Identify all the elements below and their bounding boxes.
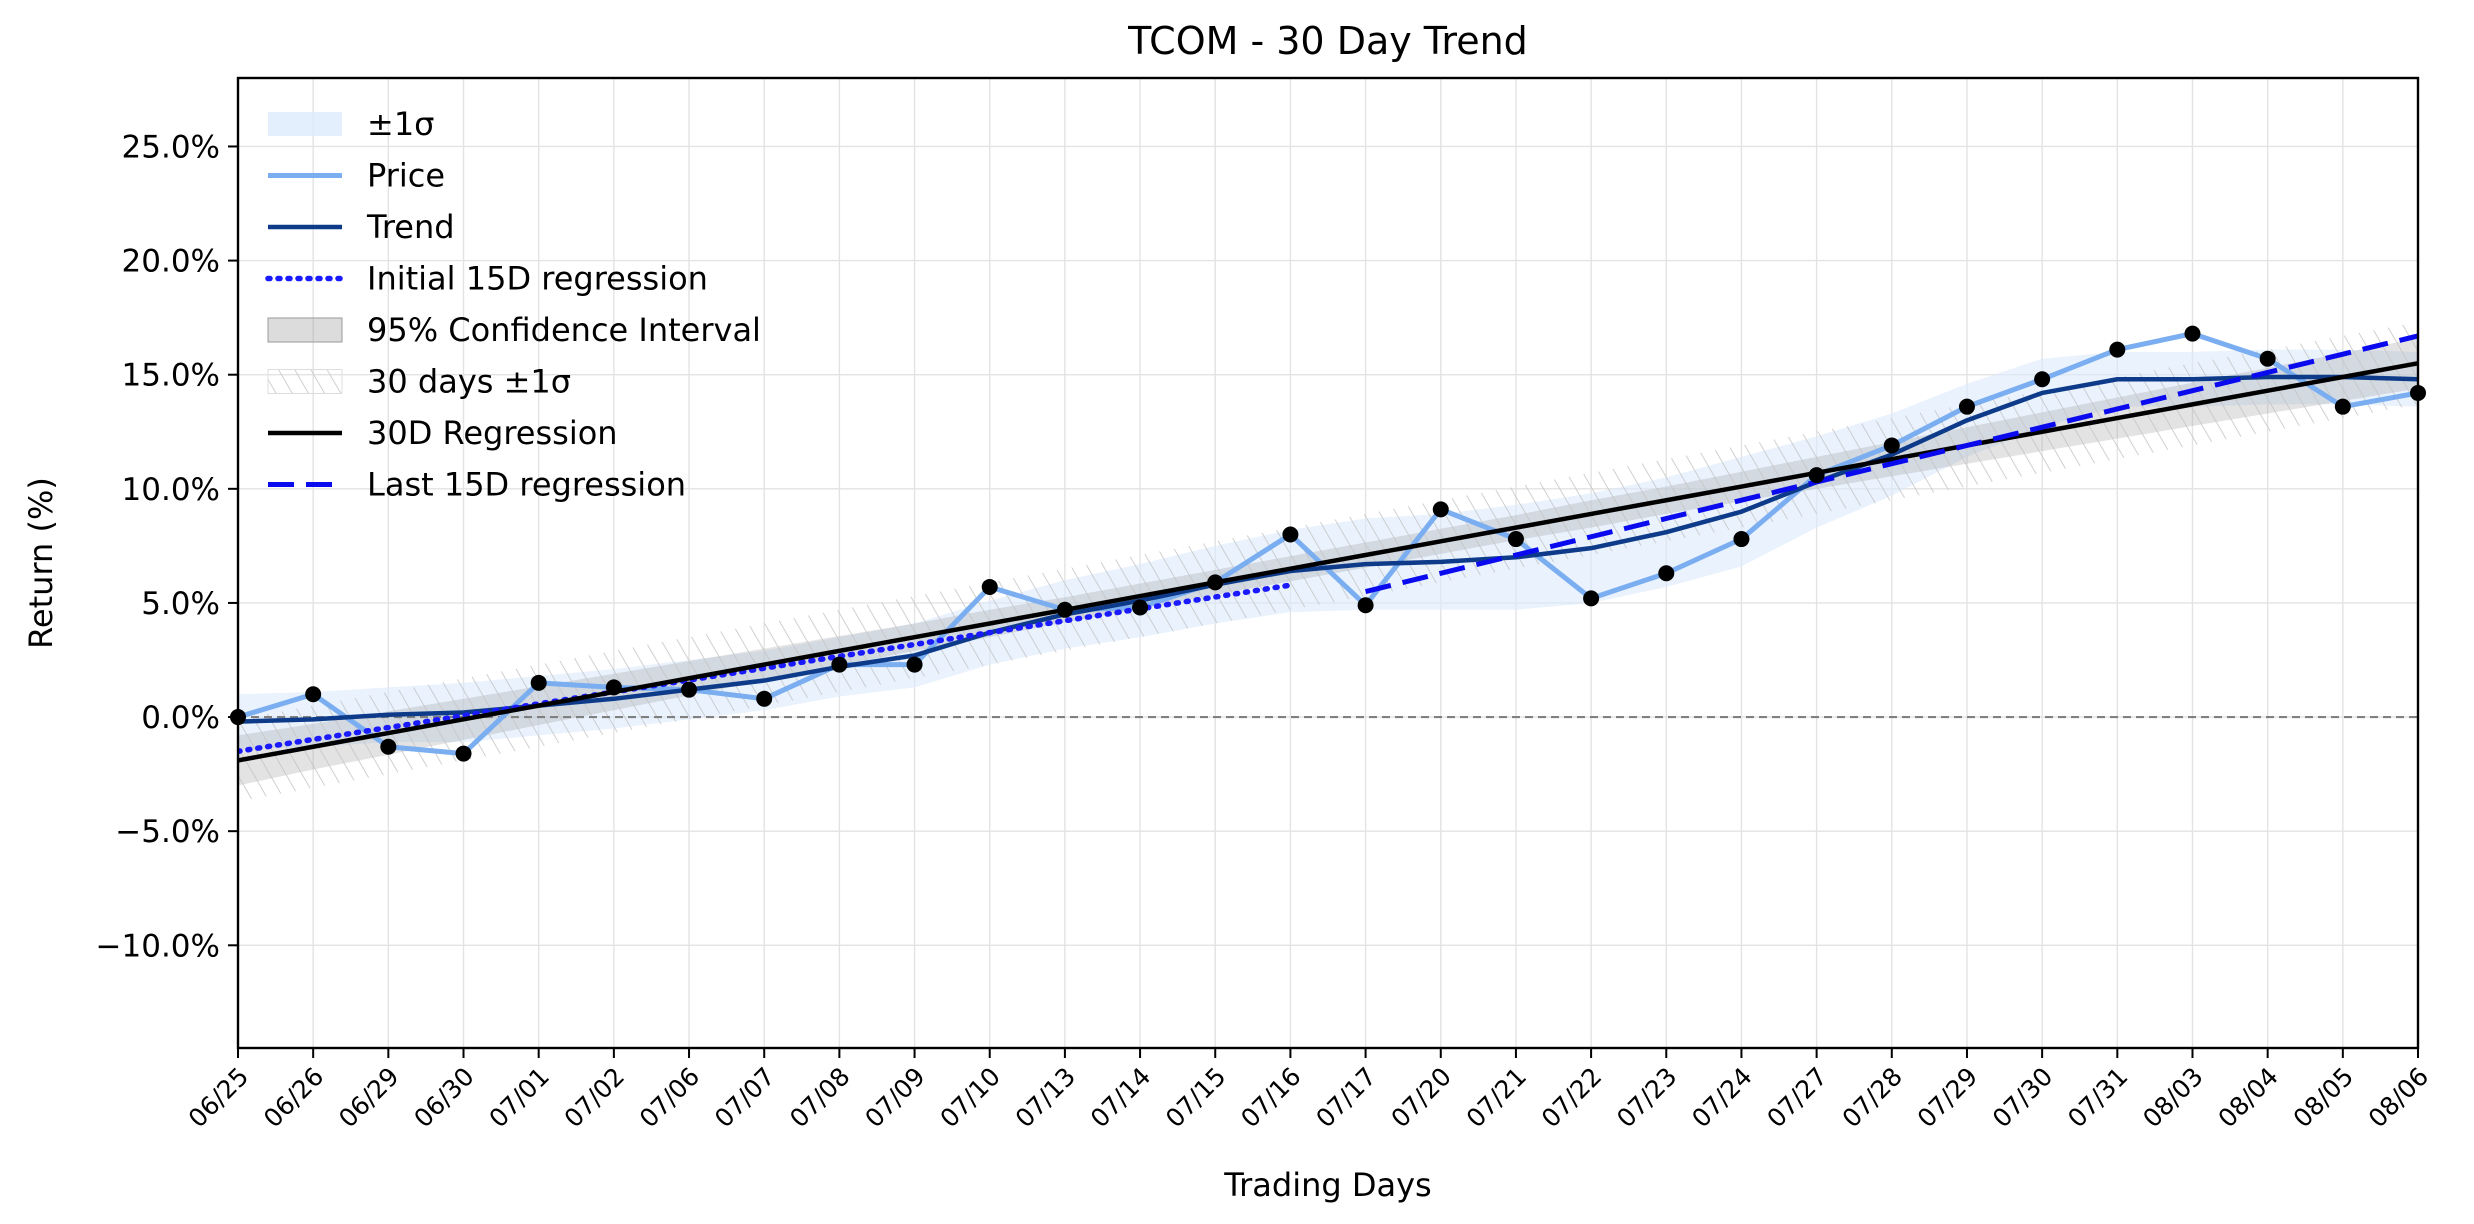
- price-point: [1432, 501, 1449, 518]
- price-point: [1958, 398, 1975, 415]
- price-point: [1808, 467, 1825, 484]
- price-point: [1056, 601, 1073, 618]
- x-tick-label: 07/28: [1837, 1062, 1908, 1133]
- x-tick-label: 07/13: [1010, 1062, 1081, 1133]
- x-tick-label: 07/29: [1912, 1062, 1983, 1133]
- legend-label: Trend: [366, 208, 455, 246]
- x-tick-label: 06/29: [333, 1062, 404, 1133]
- series-line-1: [238, 374, 2418, 724]
- legend-label: ±1σ: [367, 105, 434, 143]
- series-line-3: [238, 361, 2418, 763]
- price-point: [756, 690, 773, 707]
- price-points: [230, 325, 2426, 762]
- price-point: [1282, 526, 1299, 543]
- x-tick-label: 07/23: [1611, 1062, 1682, 1133]
- price-point: [1357, 597, 1374, 614]
- chart-title: TCOM - 30 Day Trend: [1127, 19, 1528, 63]
- x-tick-label: 07/15: [1160, 1062, 1231, 1133]
- series-lines: [238, 331, 2418, 763]
- price-point: [1658, 565, 1675, 582]
- x-tick-label: 07/30: [1987, 1062, 2058, 1133]
- legend-label: 30 days ±1σ: [367, 363, 571, 401]
- series-line-0: [238, 331, 2418, 757]
- series-line-2: [238, 582, 1294, 755]
- x-tick-label: 07/10: [935, 1062, 1006, 1133]
- x-tick-label: 07/22: [1536, 1062, 1607, 1133]
- price-point: [455, 745, 472, 762]
- x-tick-label: 07/01: [483, 1062, 554, 1133]
- y-tick-label: 25.0%: [122, 129, 220, 165]
- price-point: [681, 681, 698, 698]
- y-tick-label: 15.0%: [122, 358, 220, 394]
- x-tick-label: 07/24: [1686, 1062, 1757, 1133]
- x-tick-label: 08/04: [2212, 1062, 2283, 1133]
- x-tick-label: 07/02: [559, 1062, 630, 1133]
- price-point: [2109, 341, 2126, 358]
- price-point: [1733, 531, 1750, 548]
- x-axis-ticks: 06/25 06/26 06/29 06/30 07/01 07/02 07/06 07/07…: [183, 1048, 2434, 1133]
- legend-label: 30D Regression: [367, 414, 618, 452]
- price-point: [305, 686, 322, 703]
- x-tick-label: 06/26: [258, 1062, 329, 1133]
- price-point: [380, 738, 397, 755]
- y-tick-label: −10.0%: [96, 928, 220, 964]
- x-axis-label: Trading Days: [1223, 1166, 1431, 1204]
- legend-label: Initial 15D regression: [367, 260, 708, 298]
- x-tick-label: 06/30: [408, 1062, 479, 1133]
- y-tick-label: −5.0%: [115, 814, 220, 850]
- y-axis-ticks: −10.0% −5.0% 0.0% 5.0% 10.0% 15.0% 20.0% 25.0%: [96, 129, 238, 964]
- y-tick-label: 0.0%: [141, 700, 220, 736]
- legend-label: Last 15D regression: [367, 466, 686, 504]
- legend-label: 95% Confidence Interval: [367, 311, 761, 349]
- x-tick-label: 08/05: [2288, 1062, 2359, 1133]
- price-point: [831, 656, 848, 673]
- price-point: [1132, 599, 1149, 616]
- series-line-4: [1364, 333, 2418, 594]
- legend-swatch: [267, 317, 343, 343]
- x-tick-label: 06/25: [183, 1062, 254, 1133]
- x-tick-label: 07/07: [709, 1062, 780, 1133]
- x-tick-label: 07/17: [1310, 1062, 1381, 1133]
- price-point: [981, 578, 998, 595]
- price-point: [605, 679, 622, 696]
- x-tick-label: 07/06: [634, 1062, 705, 1133]
- y-tick-label: 20.0%: [122, 244, 220, 280]
- price-point: [906, 656, 923, 673]
- price-point: [2184, 325, 2201, 342]
- price-point: [1583, 590, 1600, 607]
- x-tick-label: 07/14: [1085, 1062, 1156, 1133]
- price-point: [2259, 350, 2276, 367]
- x-tick-label: 07/08: [784, 1062, 855, 1133]
- x-tick-label: 08/03: [2137, 1062, 2208, 1133]
- y-tick-label: 10.0%: [122, 472, 220, 508]
- legend: ±1σ Price Trend Initial 15D regression 95% C…: [265, 105, 761, 504]
- legend-label: Price: [367, 157, 445, 195]
- x-tick-label: 07/09: [859, 1062, 930, 1133]
- x-tick-label: 07/16: [1235, 1062, 1306, 1133]
- x-tick-label: 07/20: [1386, 1062, 1457, 1133]
- x-tick-label: 07/27: [1761, 1062, 1832, 1133]
- price-point: [530, 674, 547, 691]
- price-point: [2334, 398, 2351, 415]
- price-point: [1507, 531, 1524, 548]
- price-point: [1883, 437, 1900, 454]
- x-tick-label: 07/21: [1461, 1062, 1532, 1133]
- x-tick-label: 07/31: [2062, 1062, 2133, 1133]
- legend-swatch: [268, 112, 342, 136]
- price-point: [1207, 574, 1224, 591]
- x-tick-label: 08/06: [2363, 1062, 2434, 1133]
- y-axis-label: Return (%): [22, 477, 60, 649]
- y-tick-label: 5.0%: [141, 586, 220, 622]
- legend-swatch: [267, 369, 343, 394]
- plot-frame: [236, 76, 2420, 1050]
- price-point: [2034, 371, 2051, 388]
